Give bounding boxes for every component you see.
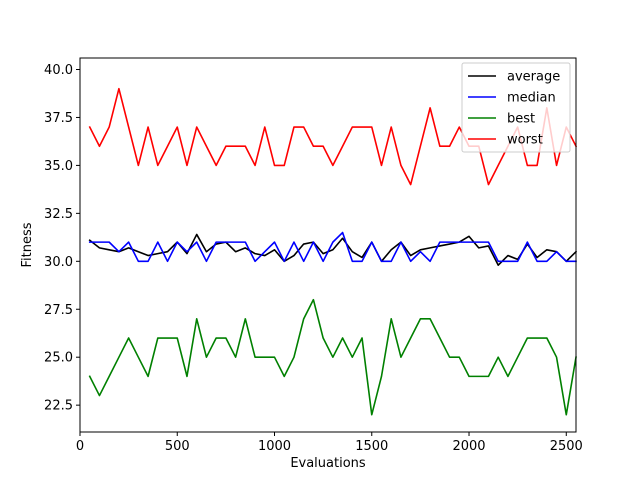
y-tick-label: 40.0 <box>44 63 73 78</box>
x-axis-label: Evaluations <box>290 456 366 471</box>
legend-label-worst: worst <box>507 133 543 148</box>
x-tick-label: 2500 <box>550 439 583 454</box>
legend: average median best worst <box>461 62 571 153</box>
series-line-median <box>88 231 577 263</box>
series-line-best <box>88 298 577 416</box>
x-tick-label: 500 <box>165 439 190 454</box>
series-line-worst <box>88 87 578 186</box>
legend-box <box>461 62 571 153</box>
x-tick-label: 0 <box>76 439 84 454</box>
x-axis: 0 500 1000 1500 2000 2500 <box>76 432 583 454</box>
y-tick-label: 22.5 <box>44 399 73 414</box>
plot-lines <box>88 87 578 416</box>
legend-label-average: average <box>507 70 560 85</box>
y-tick-label: 35.0 <box>44 159 73 174</box>
legend-label-best: best <box>507 112 535 127</box>
x-tick-label: 1000 <box>258 439 291 454</box>
y-axis: 22.5 25.0 27.5 30.0 32.5 35.0 37.5 40.0 <box>44 63 80 414</box>
y-tick-label: 30.0 <box>44 255 73 270</box>
y-tick-label: 37.5 <box>44 111 73 126</box>
y-tick-label: 25.0 <box>44 351 73 366</box>
legend-label-median: median <box>507 91 556 106</box>
y-tick-label: 27.5 <box>44 303 73 318</box>
y-tick-label: 32.5 <box>44 207 73 222</box>
x-tick-label: 2000 <box>452 439 485 454</box>
series-line-average <box>88 233 578 266</box>
x-tick-label: 1500 <box>355 439 388 454</box>
plot-frame <box>79 57 577 433</box>
y-axis-label: Fitness <box>20 222 35 267</box>
